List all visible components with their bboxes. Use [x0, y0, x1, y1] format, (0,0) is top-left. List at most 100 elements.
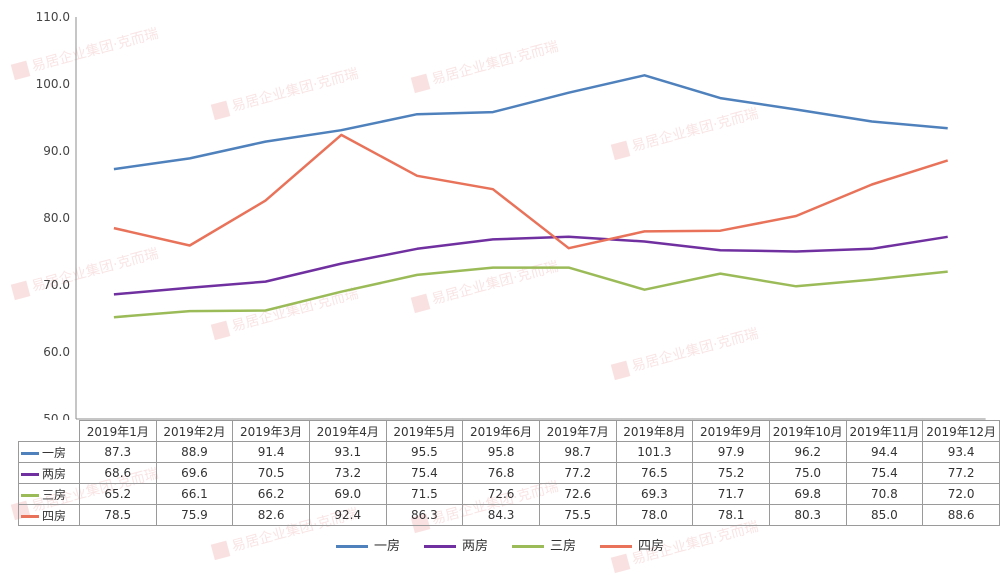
data-label: 69.6: [155, 462, 234, 484]
data-label: 93.4: [922, 441, 1000, 463]
y-tick-label: 60.0: [43, 345, 70, 359]
data-label: 78.0: [615, 504, 694, 526]
x-tick-label: 2019年3月: [232, 420, 310, 442]
data-label: 88.9: [155, 441, 234, 463]
table-row-label: 一房: [18, 441, 80, 463]
x-tick-label: 2019年2月: [155, 420, 234, 442]
data-label: 71.7: [692, 483, 770, 505]
table-header-row: 2019年1月 2019年2月 2019年3月 2019年4月 2019年5月 2019年…: [18, 420, 1000, 442]
data-label: 75.2: [692, 462, 770, 484]
y-tick-label: 110.0: [36, 10, 70, 24]
data-label: 69.8: [768, 483, 847, 505]
table-row-label: 三房: [18, 483, 80, 505]
data-label: 93.1: [308, 441, 387, 463]
table-row: 三房 65.2 66.1 66.2 69.0 71.5 72.6 72.6 69.3 71.7 69…: [18, 483, 1000, 505]
data-label: 76.8: [462, 462, 540, 484]
series-name: 两房: [42, 466, 67, 481]
line-chart: 50.0 60.0 70.0 80.0 90.0 100.0 110.0: [36, 10, 986, 420]
data-table: 2019年1月 2019年2月 2019年3月 2019年4月 2019年5月 2019年…: [18, 420, 1000, 526]
data-label: 75.4: [845, 462, 924, 484]
x-tick-label: 2019年4月: [308, 420, 387, 442]
legend-item: 一房: [335, 535, 400, 554]
x-tick-label: 2019年10月: [768, 420, 847, 442]
x-tick-label: 2019年7月: [538, 420, 617, 442]
data-label: 98.7: [538, 441, 617, 463]
legend-item: 三房: [512, 535, 576, 554]
data-label: 68.6: [78, 462, 157, 484]
data-label: 69.3: [615, 483, 694, 505]
legend-swatch: [512, 545, 544, 548]
chart-legend: 一房 两房 三房 四房: [0, 535, 1000, 554]
data-label: 72.6: [462, 483, 540, 505]
data-label: 70.5: [232, 462, 310, 484]
data-label: 77.2: [922, 462, 1000, 484]
data-label: 82.6: [232, 504, 310, 526]
series-name: 一房: [42, 445, 67, 460]
data-label: 87.3: [78, 441, 157, 463]
data-label: 85.0: [845, 504, 924, 526]
legend-swatch: [423, 545, 456, 548]
data-label: 94.4: [845, 441, 924, 463]
x-tick-label: 2019年6月: [462, 420, 540, 442]
data-label: 80.3: [768, 504, 847, 526]
legend-label: 三房: [550, 539, 577, 554]
data-label: 95.5: [385, 441, 464, 463]
legend-label: 两房: [461, 539, 488, 554]
table-row: 两房 68.6 69.6 70.5 73.2 75.4 76.8 77.2 76.5 75.2 75…: [18, 462, 1000, 484]
y-tick-label: 100.0: [36, 77, 70, 91]
data-label: 101.3: [615, 441, 694, 463]
legend-item: 四房: [600, 535, 664, 554]
data-label: 96.2: [768, 441, 847, 463]
data-label: 72.6: [538, 483, 617, 505]
data-label: 69.0: [308, 483, 387, 505]
y-tick-label: 80.0: [43, 211, 70, 225]
series-name: 三房: [42, 487, 67, 502]
data-label: 92.4: [308, 504, 387, 526]
series-line-一房: [113, 74, 948, 171]
table-row-label: 两房: [18, 462, 80, 484]
legend-swatch: [600, 545, 633, 548]
data-label: 66.2: [232, 483, 310, 505]
legend-swatch: [335, 545, 368, 548]
table-row: 四房 78.5 75.9 82.6 92.4 86.3 84.3 75.5 78.0 78.1 80…: [18, 504, 1000, 526]
data-label: 71.5: [385, 483, 464, 505]
y-tick-label: 90.0: [43, 144, 70, 158]
data-label: 65.2: [78, 483, 157, 505]
series-line-四房: [113, 133, 949, 250]
y-tick-label: 70.0: [43, 278, 70, 292]
data-label: 78.5: [78, 504, 157, 526]
data-label: 73.2: [308, 462, 387, 484]
data-label: 70.8: [845, 483, 924, 505]
series-line-三房: [113, 266, 948, 319]
data-label: 84.3: [462, 504, 540, 526]
y-axis-ticks: 50.0 60.0 70.0 80.0 90.0 100.0 110.0: [36, 10, 70, 420]
data-label: 76.5: [615, 462, 694, 484]
data-label: 75.9: [155, 504, 234, 526]
chart-series: [113, 74, 949, 319]
series-key-swatch: [21, 451, 39, 455]
data-label: 75.0: [768, 462, 847, 484]
series-key-swatch: [21, 493, 39, 497]
table-row-label: 四房: [18, 504, 80, 526]
x-tick-label: 2019年5月: [385, 420, 464, 442]
table-corner: [18, 420, 80, 442]
legend-label: 一房: [373, 539, 400, 554]
data-label: 95.8: [462, 441, 540, 463]
y-tick-label: 50.0: [43, 412, 70, 420]
table-row: 一房 87.3 88.9 91.4 93.1 95.5 95.8 98.7 101.3 97.9 9…: [18, 441, 1000, 463]
chart-axes: [75, 17, 986, 420]
x-tick-label: 2019年1月: [78, 420, 157, 442]
legend-label: 四房: [638, 539, 665, 554]
data-label: 66.1: [155, 483, 234, 505]
data-label: 75.4: [385, 462, 464, 484]
x-tick-label: 2019年11月: [845, 420, 924, 442]
x-tick-label: 2019年9月: [692, 420, 770, 442]
data-label: 88.6: [922, 504, 1000, 526]
x-tick-label: 2019年8月: [615, 420, 694, 442]
data-label: 75.5: [538, 504, 617, 526]
series-key-swatch: [21, 472, 39, 476]
x-tick-label: 2019年12月: [922, 420, 1000, 442]
series-line-两房: [113, 235, 948, 296]
data-label: 97.9: [692, 441, 770, 463]
data-label: 72.0: [922, 483, 1000, 505]
